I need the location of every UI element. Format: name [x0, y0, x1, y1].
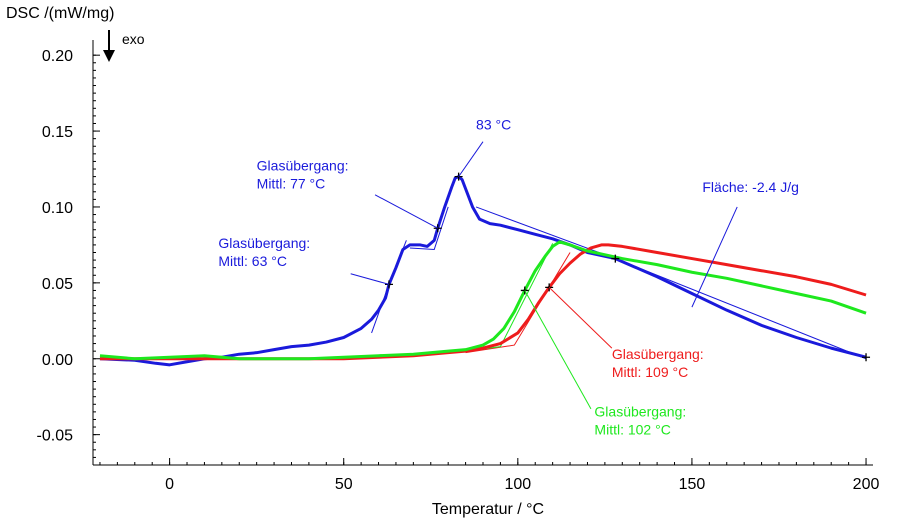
- annotation-text: Mittl: 77 °C: [257, 176, 326, 192]
- annotation-leader: [458, 141, 484, 177]
- y-axis-label: DSC /(mW/mg): [6, 5, 114, 22]
- annotation-text: Mittl: 63 °C: [218, 253, 287, 269]
- axes: -0.05 0.00 0.05 0.10 0.15 0.20 0 50 100 150 200: [37, 30, 880, 493]
- y-tick-label: 0.15: [42, 124, 73, 141]
- y-tick-label: 0.20: [42, 48, 73, 65]
- y-tick-label: -0.05: [37, 428, 74, 445]
- annotation-text: 83 °C: [476, 117, 511, 133]
- x-tick-label: 200: [853, 476, 880, 493]
- marker-green: [520, 286, 529, 295]
- x-tick-label: 100: [504, 476, 531, 493]
- annotations: 83 °C Glasübergang: Mittl: 77 °C Glasüberga…: [218, 117, 799, 438]
- tangent-line-blue: [409, 206, 449, 250]
- annotation-text: Glasübergang:: [257, 158, 349, 174]
- annotation-text: Mittl: 102 °C: [594, 421, 670, 437]
- series-line-blue: [99, 175, 867, 367]
- markers: [384, 172, 871, 362]
- annotation-text: Glasübergang:: [218, 235, 310, 251]
- annotation-leader: [691, 206, 738, 308]
- y-tick-label: 0.00: [42, 352, 73, 369]
- y-tick-label: 0.10: [42, 200, 73, 217]
- x-tick-label: 150: [679, 476, 706, 493]
- series-lines: [99, 175, 867, 367]
- marker-blue: [611, 254, 620, 263]
- annotation-text: Fläche: -2.4 J/g: [702, 179, 799, 195]
- tangent-line-green: [465, 243, 554, 352]
- x-tick-label: 50: [335, 476, 353, 493]
- y-tick-label: 0.05: [42, 276, 73, 293]
- exo-arrow-head: [103, 50, 115, 62]
- annotation-leader: [374, 194, 438, 229]
- marker-blue: [862, 353, 871, 362]
- annotation-text: Glasübergang:: [594, 403, 686, 419]
- annotation-text: Glasübergang:: [612, 346, 704, 362]
- annotation-leader: [548, 287, 613, 349]
- annotation-text: Mittl: 109 °C: [612, 364, 688, 380]
- exo-label: exo: [122, 31, 145, 47]
- x-axis-label: Temperatur / °C: [432, 501, 544, 518]
- series-line-red: [99, 243, 867, 361]
- annotation-leader: [524, 290, 592, 410]
- series-line-green: [99, 240, 867, 361]
- x-tick-label: 0: [165, 476, 174, 493]
- annotation-leader: [350, 273, 390, 285]
